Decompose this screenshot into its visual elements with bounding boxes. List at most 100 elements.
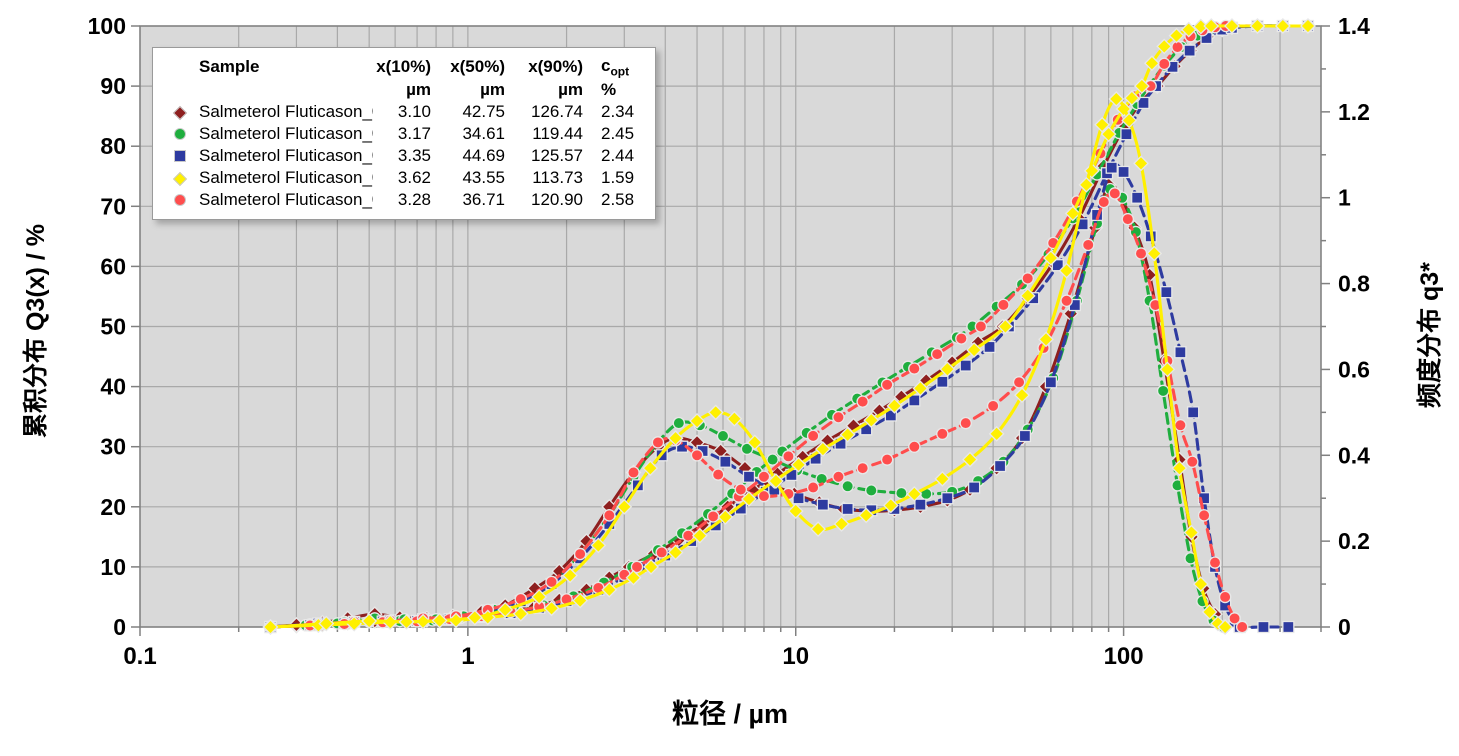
legend-sample-name: Salmeterol Fluticason_004 (199, 168, 373, 188)
y-right-tick-label: 0.8 (1338, 271, 1370, 297)
series-marker-diamond (1224, 18, 1240, 34)
y-left-tick-label: 10 (100, 554, 126, 580)
legend-row: Salmeterol Fluticason_003 3.35 44.69 125.57… (163, 145, 647, 167)
series-marker-circle (757, 489, 771, 503)
y-axis-title-right: 频度分布 q3* (1416, 262, 1444, 408)
series-marker-square (1105, 161, 1118, 174)
series-marker-diamond (1133, 78, 1150, 95)
series-marker-diamond (1171, 460, 1188, 477)
series-marker-diamond (1300, 18, 1316, 34)
legend-sample-name: Salmeterol Fluticason_001 (199, 102, 373, 122)
series-marker-square (936, 375, 949, 388)
y-axis-title-left: 累积分布 Q3(x) / % (22, 224, 50, 438)
series-marker-square (1183, 44, 1196, 57)
series-marker-square (1117, 165, 1130, 179)
y-right-tick-label: 0 (1338, 614, 1351, 640)
y-right-tick-label: 0.4 (1338, 442, 1370, 468)
series-marker-circle (651, 436, 665, 449)
series-marker-diamond (833, 516, 850, 532)
series-marker-circle (1174, 418, 1187, 432)
legend-x90-value: 125.57 (531, 146, 583, 166)
series-marker-square (1257, 620, 1270, 634)
series-marker-diamond (858, 507, 875, 524)
series-marker-diamond (1078, 176, 1095, 193)
legend-x10-value: 3.28 (397, 190, 431, 210)
series-marker-diamond (966, 342, 983, 358)
series-marker-diamond (1121, 112, 1138, 129)
series-marker-circle (856, 395, 869, 408)
series-marker-circle (936, 427, 949, 441)
series-marker-square (1187, 406, 1200, 419)
y-left-tick-label: 70 (100, 193, 126, 219)
series-marker-circle (955, 332, 968, 345)
y-left-tick-label: 80 (100, 133, 126, 159)
series-marker-square (792, 492, 805, 505)
series-marker-circle (1060, 294, 1073, 307)
legend-diamond-icon (172, 172, 188, 187)
legend-circle-icon (174, 128, 186, 141)
series-marker-square (914, 498, 927, 511)
series-marker-diamond (1123, 90, 1140, 107)
series-marker-circle (1197, 509, 1211, 522)
legend-header-copt: copt (601, 56, 630, 79)
series-marker-diamond (912, 380, 929, 397)
legend-sample-name: Salmeterol Fluticason_005 (199, 190, 373, 210)
series-marker-diamond (810, 521, 827, 538)
series-marker-diamond (997, 318, 1014, 335)
series-marker-square (908, 394, 921, 407)
series-marker-diamond (1014, 387, 1030, 404)
series-marker-diamond (1249, 18, 1266, 34)
series-marker-circle (1021, 272, 1034, 285)
series-marker-square (941, 492, 954, 505)
legend-x50-value: 43.55 (462, 168, 505, 188)
series-marker-diamond (1108, 91, 1125, 107)
series-marker-square (1120, 128, 1133, 141)
series-marker-diamond (767, 473, 784, 489)
legend-header-x50: x(50%) (450, 57, 505, 77)
series-marker-square (1174, 346, 1187, 359)
series-marker-diamond (746, 434, 763, 451)
series-marker-circle (856, 461, 869, 475)
series-marker-diamond (863, 412, 880, 429)
y-left-tick-label: 40 (100, 374, 126, 400)
x-tick-label: 1 (461, 643, 474, 670)
series-marker-diamond (814, 441, 831, 458)
series-marker-diamond (882, 497, 899, 514)
legend-x10-value: 3.35 (397, 146, 431, 166)
legend-x90-value: 119.44 (532, 124, 583, 144)
legend-x50-value: 36.71 (462, 190, 505, 210)
series-marker-square (1131, 191, 1144, 204)
series-marker-diamond (790, 456, 807, 473)
series-marker-diamond (726, 410, 743, 427)
series-marker-diamond (466, 609, 483, 626)
series-marker-square (1282, 620, 1295, 634)
y-right-tick-label: 1.2 (1338, 99, 1370, 125)
series-marker-diamond (1100, 126, 1117, 143)
series-marker-diamond (1159, 361, 1176, 378)
legend-row: Salmeterol Fluticason_005 3.28 36.71 120.90… (163, 189, 647, 211)
series-marker-diamond (871, 402, 888, 419)
series-marker-diamond (590, 537, 607, 554)
series-marker-circle (782, 450, 795, 463)
series-marker-circle (1186, 455, 1199, 468)
legend-x90-value: 120.90 (531, 190, 583, 210)
series-marker-diamond (1168, 27, 1185, 44)
series-marker-square (1044, 376, 1058, 389)
legend-unit-x50: µm (480, 80, 505, 100)
series-marker-circle (880, 378, 894, 392)
x-tick-label: 10 (782, 643, 809, 670)
series-marker-diamond (1156, 38, 1173, 55)
series-marker-diamond (1274, 18, 1291, 34)
x-axis-title: 粒径 / µm (671, 699, 789, 729)
series-marker-square (1197, 492, 1211, 505)
y-left-tick-label: 60 (100, 253, 126, 279)
series-marker-diamond (1146, 245, 1163, 262)
legend-x50-value: 44.69 (462, 146, 505, 166)
legend-copt-value: 2.34 (601, 102, 635, 122)
series-marker-square (993, 459, 1007, 473)
series-marker-diamond (643, 558, 659, 575)
series-marker-circle (1121, 212, 1135, 226)
series-marker-diamond (601, 581, 618, 598)
series-marker-circle (716, 429, 730, 443)
